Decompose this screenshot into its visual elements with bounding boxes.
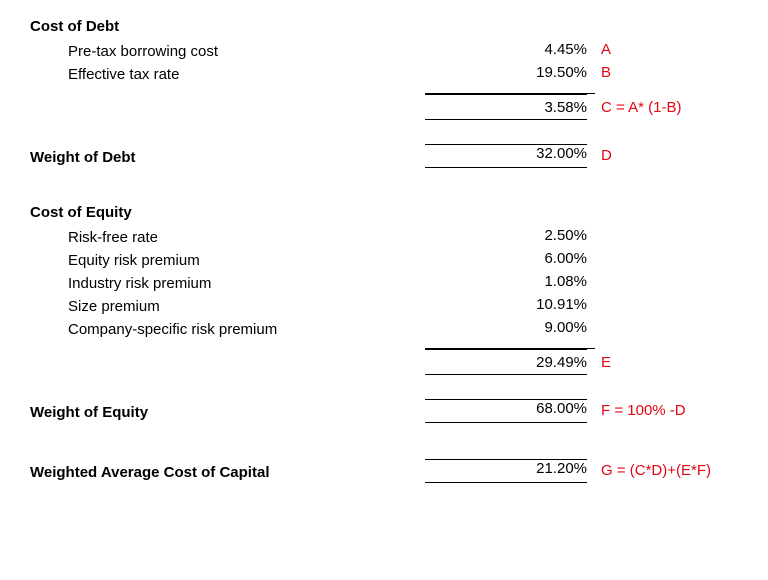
value-irp: 1.08% (425, 273, 595, 292)
label-risk-free: Risk-free rate (30, 229, 425, 246)
weight-of-equity-header: Weight of Equity (30, 404, 425, 421)
wacc-header: Weighted Average Cost of Capital (30, 464, 425, 481)
annot-a: A (595, 41, 738, 60)
value-cost-debt-result: 3.58% (425, 93, 595, 118)
value-csrp: 9.00% (425, 319, 595, 338)
value-pretax: 4.45% (425, 41, 595, 60)
value-cost-equity-result: 29.49% (425, 348, 595, 373)
row-irp: Industry risk premium 1.08% (30, 273, 738, 292)
row-csrp: Company-specific risk premium 9.00% (30, 319, 738, 338)
cost-of-debt-header: Cost of Debt (30, 18, 738, 35)
annot-f: F = 100% -D (595, 402, 738, 421)
row-wacc: Weighted Average Cost of Capital 21.20% … (30, 459, 738, 481)
row-weight-debt: Weight of Debt 32.00% D (30, 144, 738, 166)
value-tax: 19.50% (425, 64, 595, 83)
row-tax-rate: Effective tax rate 19.50% B (30, 64, 738, 83)
row-size: Size premium 10.91% (30, 296, 738, 315)
cost-of-equity-header: Cost of Equity (30, 204, 738, 221)
value-risk-free: 2.50% (425, 227, 595, 246)
value-weight-equity: 68.00% (425, 399, 595, 421)
value-size: 10.91% (425, 296, 595, 315)
annot-e: E (595, 354, 738, 373)
value-wacc: 21.20% (425, 459, 595, 481)
annot-c: C = A* (1-B) (595, 99, 738, 118)
weight-of-debt-header: Weight of Debt (30, 149, 425, 166)
row-cost-debt-result: 3.58% C = A* (1-B) (30, 93, 738, 118)
row-cost-equity-result: 29.49% E (30, 348, 738, 373)
row-pretax-borrowing: Pre-tax borrowing cost 4.45% A (30, 41, 738, 60)
row-weight-equity: Weight of Equity 68.00% F = 100% -D (30, 399, 738, 421)
row-erp: Equity risk premium 6.00% (30, 250, 738, 269)
label-pretax: Pre-tax borrowing cost (30, 43, 425, 60)
annot-b: B (595, 64, 738, 83)
label-size: Size premium (30, 298, 425, 315)
annot-g: G = (C*D)+(E*F) (595, 462, 738, 481)
annot-d: D (595, 147, 738, 166)
label-irp: Industry risk premium (30, 275, 425, 292)
label-csrp: Company-specific risk premium (30, 321, 425, 338)
label-erp: Equity risk premium (30, 252, 425, 269)
row-risk-free: Risk-free rate 2.50% (30, 227, 738, 246)
label-tax: Effective tax rate (30, 66, 425, 83)
value-weight-debt: 32.00% (425, 144, 595, 166)
value-erp: 6.00% (425, 250, 595, 269)
